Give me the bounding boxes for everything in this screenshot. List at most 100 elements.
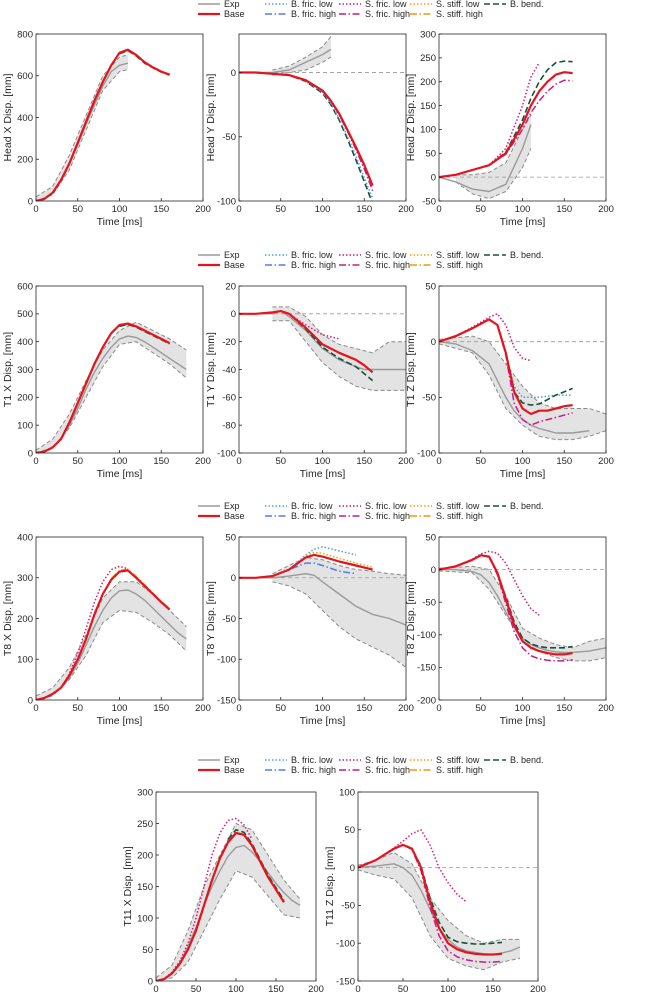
exp-corridor-lower bbox=[439, 343, 606, 441]
x-tick-label: 150 bbox=[556, 204, 572, 215]
series-exp bbox=[239, 310, 406, 371]
x-tick-label: 200 bbox=[530, 984, 546, 992]
plot-area bbox=[439, 537, 606, 700]
x-tick-label: 100 bbox=[112, 456, 128, 467]
x-tick-label: 100 bbox=[315, 204, 331, 215]
plot-content bbox=[36, 321, 187, 453]
y-tick-label: 0 bbox=[431, 172, 436, 183]
series-base bbox=[36, 322, 171, 453]
x-tick-label: 100 bbox=[228, 984, 244, 992]
y-axis-label: Head Z Disp. [mm] bbox=[405, 74, 417, 162]
exp-corridor-upper bbox=[36, 54, 129, 198]
legend-label-base: Base bbox=[224, 511, 245, 521]
x-tick-label: 200 bbox=[598, 703, 614, 714]
x-tick-label: 0 bbox=[153, 984, 158, 992]
plot-content bbox=[36, 565, 187, 700]
x-axis-label: Time [ms] bbox=[500, 468, 546, 480]
y-tick-label: 300 bbox=[17, 573, 33, 584]
y-tick-label: -80 bbox=[222, 420, 236, 431]
legend-label-bb: B. bend. bbox=[510, 0, 544, 9]
y-axis-label: T8 Z Disp. [mm] bbox=[405, 581, 417, 656]
x-tick-label: 50 bbox=[275, 456, 286, 467]
y-tick-label: 0 bbox=[148, 976, 153, 987]
x-tick-label: 50 bbox=[275, 204, 286, 215]
legend-label-bfl: B. fric. low bbox=[291, 755, 333, 765]
series-sfl bbox=[36, 565, 129, 700]
y-tick-label: 150 bbox=[137, 882, 153, 893]
legend-label-sfl: S. fric. low bbox=[365, 755, 407, 765]
y-tick-label: -100 bbox=[336, 939, 355, 950]
y-axis-label: T1 Y Disp. [mm] bbox=[205, 332, 217, 407]
legend-label-bb: B. bend. bbox=[510, 501, 544, 511]
x-tick-label: 200 bbox=[598, 456, 614, 467]
x-tick-label: 150 bbox=[556, 703, 572, 714]
exp-corridor-upper bbox=[36, 581, 187, 697]
legend-label-ssh: S. stiff. high bbox=[436, 511, 483, 521]
series-exp bbox=[239, 573, 406, 626]
legend-label-bfh: B. fric. high bbox=[291, 260, 336, 270]
x-tick-label: 0 bbox=[33, 204, 38, 215]
y-tick-label: 400 bbox=[17, 532, 33, 543]
legend-label-exp: Exp bbox=[224, 0, 240, 9]
y-tick-label: 50 bbox=[425, 532, 436, 543]
y-axis-label: Head Y Disp. [mm] bbox=[205, 74, 217, 162]
y-tick-label: 250 bbox=[137, 819, 153, 830]
exp-corridor-upper bbox=[272, 306, 406, 354]
y-tick-label: 200 bbox=[17, 614, 33, 625]
legend-label-bb: B. bend. bbox=[510, 755, 544, 765]
plot-content bbox=[439, 550, 606, 662]
x-tick-label: 100 bbox=[515, 456, 531, 467]
y-axis-label: Head X Disp. [mm] bbox=[2, 73, 14, 161]
legend-label-bfh: B. fric. high bbox=[291, 9, 336, 19]
plot-content bbox=[36, 48, 170, 201]
x-tick-label: 50 bbox=[398, 984, 409, 992]
y-tick-label: 300 bbox=[420, 29, 436, 40]
y-axis-label: T11 X Disp. [mm] bbox=[122, 846, 134, 926]
exp-corridor bbox=[272, 557, 406, 668]
y-tick-label: -150 bbox=[217, 695, 236, 706]
x-axis-label: Time [ms] bbox=[97, 715, 143, 727]
x-tick-label: 100 bbox=[315, 456, 331, 467]
plot-content bbox=[239, 36, 406, 201]
y-tick-label: -50 bbox=[222, 614, 236, 625]
legend-label-sfh: S. fric. high bbox=[365, 9, 410, 19]
y-tick-label: 600 bbox=[17, 281, 33, 292]
y-tick-label: 250 bbox=[420, 53, 436, 64]
legend-label-exp: Exp bbox=[224, 755, 240, 765]
x-tick-label: 150 bbox=[268, 984, 284, 992]
x-axis-label: Time [ms] bbox=[97, 216, 143, 228]
chart-t1-x: 0 50 100 150 200 0 100 200 300 400 500 600 Time [ms]… bbox=[2, 281, 211, 480]
exp-corridor-lower bbox=[455, 148, 532, 200]
y-tick-label: -100 bbox=[417, 630, 436, 641]
legend-label-bfl: B. fric. low bbox=[291, 501, 333, 511]
plot-content bbox=[156, 817, 301, 981]
chart-t1-y: 0 50 100 150 200 -100 -80 -60 -40 -20 0 20 Time [ms]… bbox=[205, 281, 414, 480]
y-tick-label: 100 bbox=[339, 787, 355, 798]
x-tick-label: 100 bbox=[440, 984, 456, 992]
y-tick-label: 50 bbox=[344, 825, 355, 836]
plot-area bbox=[439, 34, 606, 201]
x-tick-label: 0 bbox=[33, 703, 38, 714]
y-tick-label: 500 bbox=[17, 309, 33, 320]
x-tick-label: 50 bbox=[475, 703, 486, 714]
legend-label-bfl: B. fric. low bbox=[291, 0, 333, 9]
y-tick-label: 0 bbox=[28, 448, 33, 459]
y-tick-label: -40 bbox=[222, 365, 236, 376]
series-base bbox=[358, 843, 503, 956]
chart-t1-z: 0 50 100 150 200 -100 -50 0 50 Time [ms] T1 Z Disp… bbox=[405, 281, 614, 480]
exp-corridor-lower bbox=[358, 869, 521, 971]
y-tick-label: 0 bbox=[28, 196, 33, 207]
y-tick-label: 0 bbox=[231, 573, 236, 584]
y-tick-label: -100 bbox=[217, 448, 236, 459]
legend-label-sfh: S. fric. high bbox=[365, 765, 410, 775]
chart-head-y: 0 50 100 150 200 -100 -50 0 Head Y Disp. [mm] bbox=[205, 33, 414, 215]
exp-corridor-lower bbox=[272, 581, 406, 668]
x-tick-label: 0 bbox=[436, 204, 441, 215]
series-base bbox=[439, 554, 573, 656]
x-tick-label: 0 bbox=[236, 703, 241, 714]
chart-head-x: 0 50 100 150 200 0 200 400 600 800 Time [ms] Head X… bbox=[2, 29, 211, 228]
series-base bbox=[239, 71, 374, 187]
